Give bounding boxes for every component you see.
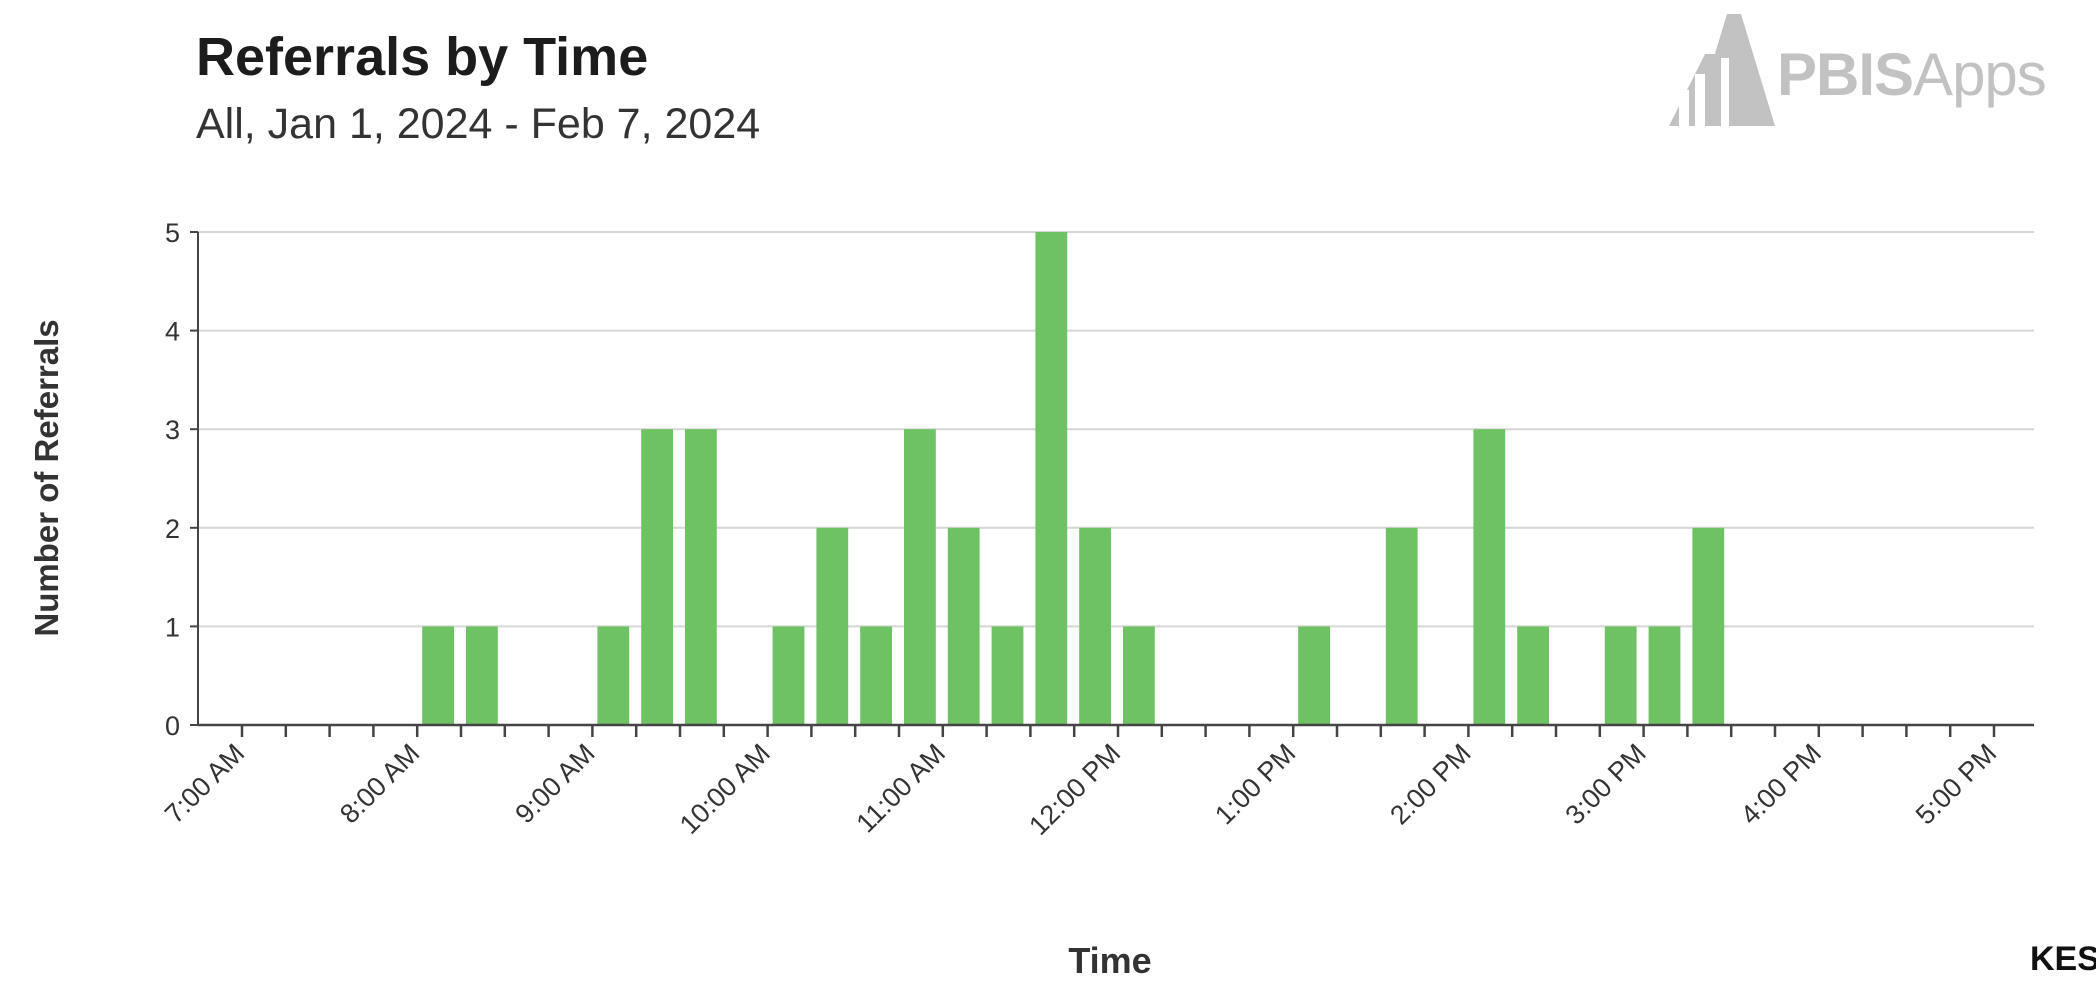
- logo-text-light: Apps: [1913, 41, 2047, 108]
- x-tick-label: 9:00 AM: [509, 738, 600, 829]
- bar: [1123, 626, 1155, 725]
- bar: [1035, 232, 1068, 725]
- chart-title: Referrals by Time: [196, 27, 649, 87]
- bar: [641, 429, 673, 725]
- bar: [1648, 626, 1681, 725]
- x-tick-label: 3:00 PM: [1560, 738, 1652, 830]
- y-tick-label: 5: [165, 218, 180, 248]
- bars: [422, 232, 1725, 725]
- x-tick-label: 5:00 PM: [1910, 738, 2002, 830]
- x-tick-label: 11:00 AM: [851, 738, 951, 838]
- x-tick-label: 7:00 AM: [159, 738, 250, 829]
- bar: [772, 626, 805, 725]
- bar: [466, 626, 498, 725]
- logo-mark-icon: [1669, 14, 1775, 126]
- x-tick-label: 12:00 PM: [1023, 738, 1126, 841]
- bar: [947, 527, 980, 725]
- chart-subtitle: All, Jan 1, 2024 - Feb 7, 2024: [196, 100, 761, 148]
- bar: [685, 429, 717, 725]
- bar: [991, 626, 1024, 725]
- bar: [1385, 527, 1418, 725]
- x-tick-label: 10:00 AM: [674, 738, 776, 840]
- bar: [1692, 527, 1725, 725]
- y-tick-label: 0: [165, 711, 180, 741]
- x-tick-label: 4:00 PM: [1735, 738, 1827, 830]
- axes: [190, 231, 2034, 737]
- y-axis-title: Number of Referrals: [28, 319, 65, 636]
- gridlines: [198, 231, 2034, 628]
- bar: [860, 626, 892, 725]
- bar: [1079, 527, 1111, 725]
- x-axis-title: Time: [1068, 940, 1151, 981]
- cropped-text: KES: [2030, 940, 2096, 978]
- pbis-apps-logo: PBISApps: [1655, 8, 2075, 138]
- x-tick-label: 1:00 PM: [1209, 738, 1301, 830]
- logo-text: PBISApps: [1777, 40, 2047, 109]
- bar: [1298, 626, 1330, 725]
- y-tick-label: 3: [165, 415, 180, 445]
- bar: [904, 429, 936, 725]
- y-tick-label: 4: [165, 317, 180, 347]
- bar: [1517, 626, 1549, 725]
- y-tick-label: 2: [165, 514, 180, 544]
- bar: [816, 527, 849, 725]
- x-tick-label: 2:00 PM: [1384, 738, 1476, 830]
- logo-text-bold: PBIS: [1777, 41, 1914, 108]
- bar: [597, 626, 630, 725]
- bar: [1604, 626, 1637, 725]
- bar: [1473, 429, 1506, 725]
- bar: [422, 626, 454, 725]
- x-tick-label: 8:00 AM: [334, 738, 425, 829]
- y-tick-label: 1: [165, 612, 180, 642]
